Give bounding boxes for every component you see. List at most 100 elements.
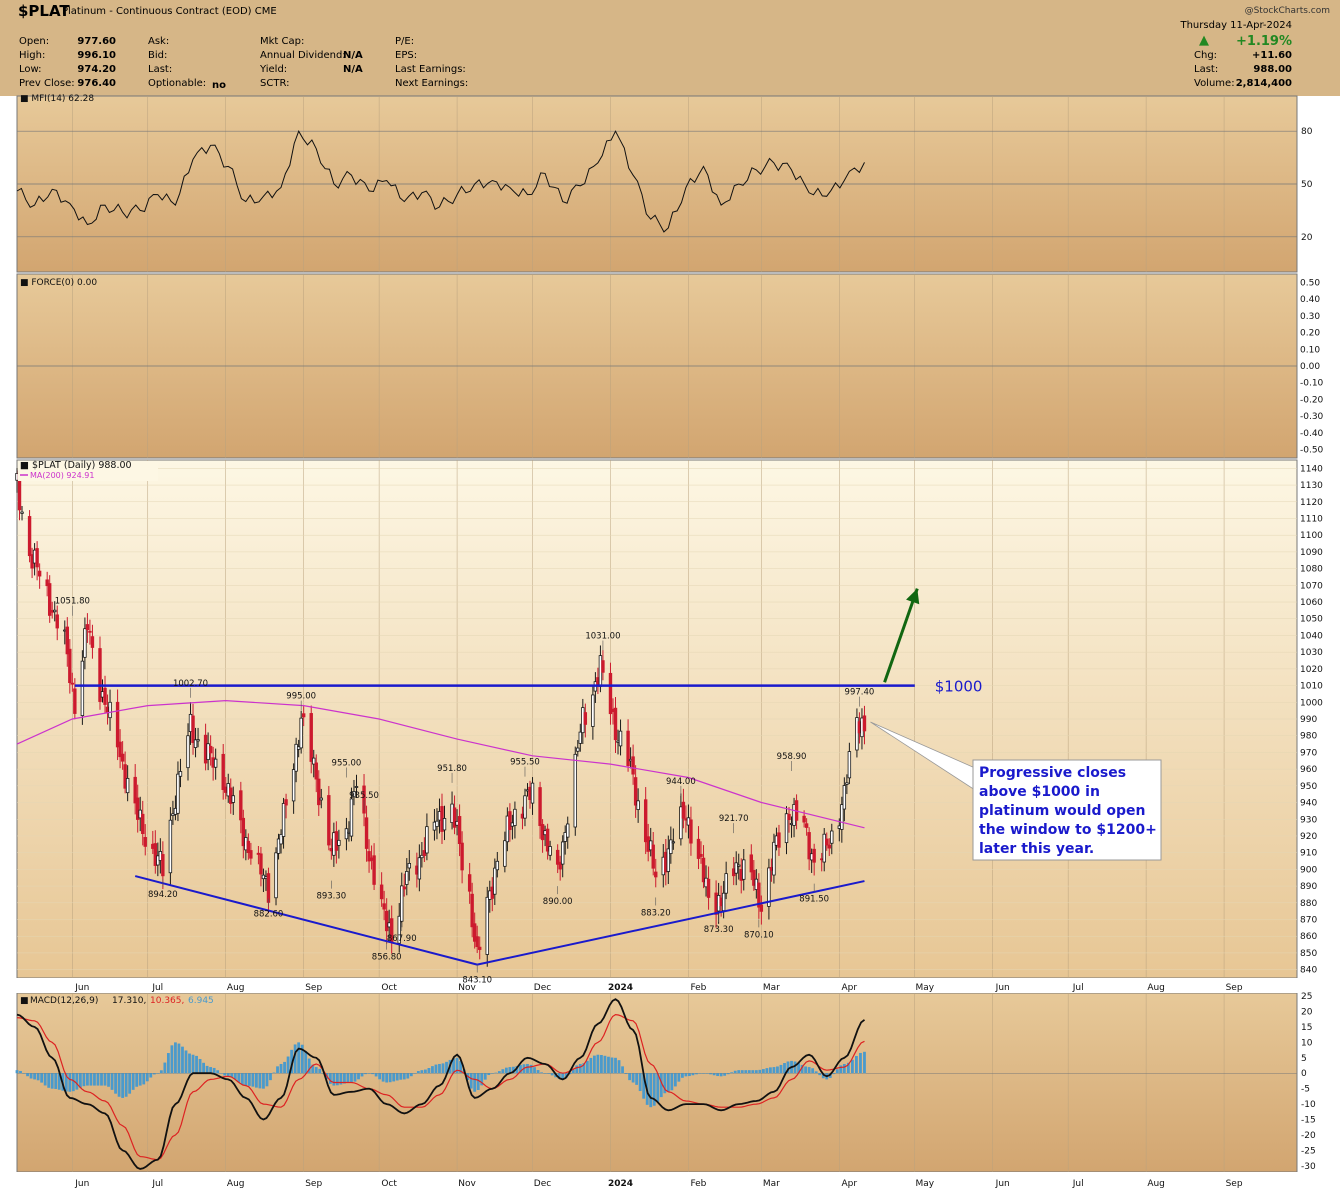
macd-histogram-bar xyxy=(159,1070,163,1074)
price-title: ■ $PLAT (Daily) 988.00 xyxy=(20,460,132,471)
macd-histogram-bar xyxy=(33,1073,37,1080)
candle-body xyxy=(55,614,59,629)
macd-histogram-bar xyxy=(22,1073,26,1074)
macd-hist-value: 6.945 xyxy=(188,996,214,1006)
price-label: 893.30 xyxy=(316,892,346,902)
macd-histogram-bar xyxy=(814,1071,818,1074)
high-value: 996.10 xyxy=(77,50,116,61)
macd-histogram-bar xyxy=(174,1042,177,1074)
price-tick-label: 1000 xyxy=(1300,698,1323,708)
candle-body xyxy=(749,854,754,873)
macd-histogram-bar xyxy=(181,1046,184,1074)
candle-body xyxy=(284,799,288,806)
macd-histogram-bar xyxy=(131,1073,135,1090)
macd-histogram-bar xyxy=(730,1072,734,1074)
macd-histogram-bar xyxy=(406,1073,410,1079)
candle-body xyxy=(566,823,570,838)
macd-histogram-bar xyxy=(26,1073,29,1077)
macd-histogram-bar xyxy=(392,1073,396,1082)
macd-histogram-bar xyxy=(607,1056,610,1074)
macd-histogram-bar xyxy=(473,1073,477,1092)
price-tick-label: 870 xyxy=(1300,916,1317,926)
pe-label: P/E: xyxy=(395,36,415,47)
macd-histogram-bar xyxy=(311,1064,315,1074)
macd-histogram-bar xyxy=(603,1055,607,1074)
month-tick-label: Oct xyxy=(381,983,397,993)
macd-tick-label: -15 xyxy=(1301,1116,1316,1126)
month-tick-label: Oct xyxy=(381,1179,397,1189)
force-tick-label: 0.00 xyxy=(1300,362,1320,372)
macd-histogram-bar xyxy=(839,1065,843,1074)
candle-body xyxy=(631,756,635,775)
candle-body xyxy=(452,807,457,828)
symbol-title: $PLAT xyxy=(18,2,70,20)
price-label: 935.50 xyxy=(349,791,379,801)
price-label: 867.90 xyxy=(387,934,417,944)
macd-histogram-bar xyxy=(385,1073,389,1083)
force-tick-label: 0.20 xyxy=(1300,329,1320,339)
candle-body xyxy=(85,624,90,631)
macd-histogram-bar xyxy=(769,1067,772,1074)
volume-label: Volume: xyxy=(1194,78,1235,89)
macd-tick-label: 15 xyxy=(1301,1023,1312,1033)
month-tick-label: Jul xyxy=(151,983,163,993)
macd-histogram-bar xyxy=(719,1073,723,1077)
candle-body xyxy=(35,548,39,568)
candle-body xyxy=(442,818,447,831)
month-tick-label: Jun xyxy=(995,983,1010,993)
macd-histogram-bar xyxy=(712,1073,716,1076)
candle-body xyxy=(168,819,173,874)
candle-body xyxy=(759,904,764,912)
price-tick-label: 1120 xyxy=(1300,498,1323,508)
macd-histogram-bar xyxy=(156,1073,160,1074)
macd-histogram-bar xyxy=(114,1073,117,1094)
macd-histogram-bar xyxy=(96,1073,100,1086)
month-tick-label: Aug xyxy=(227,1179,245,1189)
pct-change: +1.19% xyxy=(1236,34,1292,49)
candle-body xyxy=(734,862,738,874)
macd-histogram-bar xyxy=(589,1057,593,1074)
macd-histogram-bar xyxy=(547,1073,551,1074)
candle-body xyxy=(845,782,849,785)
candle-body xyxy=(301,713,306,718)
candle-body xyxy=(633,777,638,806)
low-label: Low: xyxy=(19,64,42,75)
month-tick-label: Feb xyxy=(690,983,706,993)
macd-histogram-bar xyxy=(230,1073,234,1078)
macd-histogram-bar xyxy=(163,1062,167,1074)
candle-body xyxy=(530,782,535,804)
candle-body xyxy=(246,840,251,854)
candle-body xyxy=(259,853,263,875)
candle-body xyxy=(191,715,195,743)
macd-histogram-bar xyxy=(103,1073,107,1086)
month-tick-label: Aug xyxy=(227,983,245,993)
macd-histogram-bar xyxy=(656,1073,660,1102)
macd-histogram-bar xyxy=(497,1071,501,1074)
macd-histogram-bar xyxy=(283,1061,286,1074)
macd-histogram-bar xyxy=(797,1063,800,1074)
candle-body xyxy=(384,910,389,932)
macd-value: 17.310, xyxy=(112,996,146,1006)
candle-body xyxy=(842,785,847,810)
macd-histogram-bar xyxy=(68,1073,72,1092)
macd-histogram-bar xyxy=(279,1063,283,1074)
candle-body xyxy=(669,839,673,854)
candle-body xyxy=(239,790,243,821)
macd-histogram-bar xyxy=(832,1073,836,1075)
macd-histogram-bar xyxy=(575,1065,579,1074)
month-tick-label: Dec xyxy=(534,1179,551,1189)
candle-body xyxy=(186,735,190,769)
candle-body xyxy=(737,864,741,867)
candle-body xyxy=(555,849,560,865)
candle-body xyxy=(721,892,726,912)
price-label: 890.00 xyxy=(543,897,573,907)
price-tick-label: 1030 xyxy=(1300,648,1323,658)
macd-histogram-bar xyxy=(652,1073,656,1106)
force-tick-label: 0.10 xyxy=(1300,345,1320,355)
candle-body xyxy=(53,609,57,613)
candle-body xyxy=(133,776,137,804)
price-tick-label: 910 xyxy=(1300,849,1317,859)
candle-body xyxy=(696,838,701,859)
candle-body xyxy=(513,808,517,826)
